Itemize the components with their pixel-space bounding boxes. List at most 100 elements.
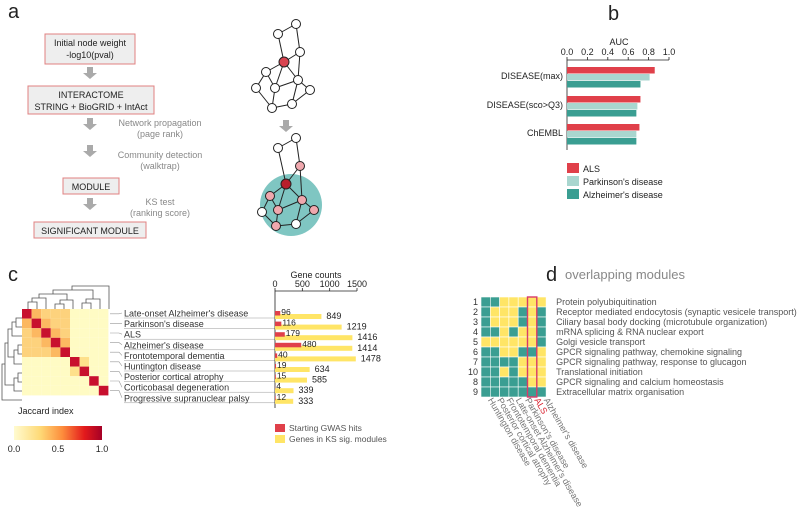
disease-label: Parkinson's disease: [124, 319, 204, 329]
panel-letter-a: a: [8, 1, 20, 23]
heatmap-cell: [89, 366, 99, 377]
overlap-cell: [499, 296, 510, 308]
module-description: Protein polyubiquitination: [556, 297, 657, 307]
overlap-cell: [536, 306, 547, 318]
overlap-cell: [499, 336, 510, 348]
overlap-cell: [480, 316, 491, 328]
auc-bar: [567, 67, 655, 74]
heatmap-cell: [60, 376, 70, 386]
overlap-cell: [480, 386, 491, 398]
panel-letter-c: c: [8, 264, 18, 286]
heatmap-cell: [22, 376, 32, 386]
overlap-cell: [536, 366, 547, 378]
heatmap-cell: [98, 328, 109, 338]
gwas-bar: [275, 353, 278, 358]
als-highlight-frame: [526, 296, 538, 398]
arrow-down-icon: [83, 145, 97, 157]
overlap-cell: [527, 346, 538, 358]
module-description: GPCR signaling pathway, chemokine signal…: [556, 347, 742, 357]
auc-category-label: DISEASE(max): [501, 71, 563, 81]
auc-bar: [567, 96, 641, 103]
heatmap-cell: [41, 337, 51, 348]
heatmap-cell: [98, 366, 109, 377]
overlap-cell: [508, 336, 519, 348]
ks-value-label: 1414: [357, 343, 377, 353]
disease-label: Posterior cortical atrophy: [124, 372, 224, 382]
heatmap-cell: [41, 366, 51, 377]
step-propagation: Network propagation: [118, 118, 201, 128]
auc-tick-label: 0.2: [581, 47, 594, 57]
ks-module-bar: [275, 356, 356, 362]
heatmap-cell: [31, 337, 42, 348]
heatmap-cell: [60, 328, 70, 338]
step-community: Community detection: [118, 150, 203, 160]
module-number: 3: [473, 317, 478, 327]
gene-tick-label: 0: [272, 279, 277, 289]
overlap-cell: [489, 326, 500, 338]
auc-bar: [567, 124, 640, 131]
step-community-sub: (walktrap): [140, 161, 180, 171]
arrow-down-icon: [83, 67, 97, 79]
leader-line: [110, 342, 123, 346]
arrow-down-icon: [279, 120, 293, 132]
module-number: 5: [473, 337, 478, 347]
overlap-cell: [536, 376, 547, 388]
heatmap-cell: [70, 328, 80, 338]
overlap-cell: [517, 316, 528, 328]
leader-line: [110, 390, 123, 398]
module-number: 4: [473, 327, 478, 337]
jaccard-tick: 1.0: [96, 444, 109, 454]
gwas-bar: [275, 342, 302, 348]
auc-bar-chart: AUC 0.0 0.2 0.4 0.6 0.8 1.0 DISEASE(max) DISEAS…: [487, 37, 676, 200]
significant-module-label: SIGNIFICANT MODULE: [41, 226, 139, 236]
overlap-cell: [489, 356, 500, 368]
heatmap-cell: [89, 357, 99, 367]
overlap-cell: [499, 316, 510, 328]
jaccard-colorbar: [14, 426, 102, 440]
dendrogram-left: [1, 317, 22, 401]
gwas-value-label: 96: [281, 307, 291, 317]
heatmap-cell: [22, 309, 32, 319]
overlap-cell: [489, 296, 500, 308]
module-number: 2: [473, 307, 478, 317]
interactome-label: INTERACTOME: [58, 90, 123, 100]
heatmap-cell: [31, 376, 42, 386]
gwas-bar: [275, 311, 281, 316]
heatmap-cell: [79, 328, 90, 338]
heatmap-cell: [50, 366, 61, 377]
ks-module-bar: [275, 345, 353, 351]
leader-line: [110, 351, 123, 356]
overlap-cell: [536, 326, 547, 338]
overlap-cell: [536, 296, 547, 308]
overlap-cell: [527, 296, 538, 308]
module-number: 7: [473, 357, 478, 367]
heatmap-cell: [22, 347, 32, 357]
auc-legend-label: Alzheimer's disease: [583, 190, 663, 200]
heatmap-cell: [98, 309, 109, 319]
heatmap-cell: [50, 318, 61, 329]
auc-tick-label: 0.4: [602, 47, 615, 57]
auc-legend-label: Parkinson's disease: [583, 177, 663, 187]
heatmap-cell: [60, 318, 70, 329]
gwas-value-label: 15: [277, 371, 287, 381]
jaccard-legend-title: Jaccard index: [18, 406, 74, 416]
overlap-cell: [480, 326, 491, 338]
ks-module-bar: [275, 314, 322, 319]
gwas-value-label: 19: [277, 360, 287, 370]
ks-value-label: 849: [326, 311, 341, 321]
auc-bar: [567, 138, 637, 145]
overlap-cell: [508, 376, 519, 388]
overlap-cell: [480, 356, 491, 368]
overlap-cell: [527, 306, 538, 318]
overlap-cell: [489, 366, 500, 378]
gene-tick-label: 500: [295, 279, 310, 289]
overlap-cell: [517, 346, 528, 358]
auc-tick-label: 0.6: [622, 47, 635, 57]
heatmap-cell: [79, 309, 90, 319]
heatmap-cell: [70, 309, 80, 319]
gene-bar-legend: Starting GWAS hits Genes in KS sig. modu…: [275, 423, 387, 444]
heatmap-cell: [41, 318, 51, 329]
overlap-cell: [517, 296, 528, 308]
heatmap-cell: [50, 385, 61, 396]
heatmap-cell: [50, 337, 61, 348]
